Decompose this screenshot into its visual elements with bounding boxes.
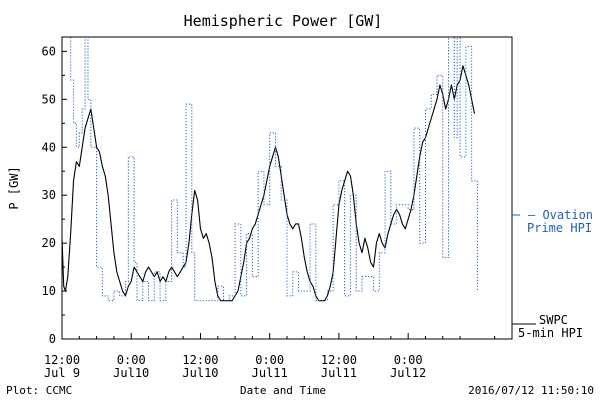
y-tick-label: 60	[42, 44, 56, 58]
x-tick-label-time: 0:00	[394, 353, 423, 367]
chart-title: Hemispheric Power [GW]	[184, 12, 383, 30]
legend-ovation-line2: Prime HPI	[527, 221, 592, 235]
y-axis: 0 10 20 30 40 50 60	[42, 44, 67, 346]
x-tick-label-date: Jul 9	[44, 366, 80, 380]
x-axis-label: Date and Time	[240, 384, 326, 397]
footer-timestamp: 2016/07/12 11:50:10	[468, 384, 594, 397]
footer-plot-credit: Plot: CCMC	[6, 384, 72, 397]
y-axis-label: P [GW]	[7, 166, 21, 209]
y-tick-label: 0	[49, 332, 56, 346]
y-tick-label: 10	[42, 284, 56, 298]
legend-ovation-line1: — Ovation	[528, 208, 593, 222]
legend-swpc-line1: SWPC	[539, 313, 568, 327]
x-tick-label-time: 0:00	[255, 353, 284, 367]
y-tick-label: 20	[42, 236, 56, 250]
y-tick-label: 30	[42, 188, 56, 202]
legend-swpc-line2: 5-min HPI	[518, 326, 583, 340]
x-tick-label-date: Jul10	[113, 366, 149, 380]
y-tick-label: 50	[42, 92, 56, 106]
x-tick-label-date: Jul10	[182, 366, 218, 380]
plot-frame	[61, 36, 513, 340]
x-tick-label-time: 12:00	[44, 353, 80, 367]
plot-series	[61, 36, 478, 302]
series-line-ovation-prime	[62, 36, 478, 302]
x-tick-label-time: 12:00	[321, 353, 357, 367]
y-tick-label: 40	[42, 140, 56, 154]
x-tick-label-time: 0:00	[117, 353, 146, 367]
x-tick-label-date: Jul11	[321, 366, 357, 380]
series-line-swpc	[61, 65, 476, 302]
x-tick-label-date: Jul11	[252, 366, 288, 380]
x-tick-label-date: Jul12	[390, 366, 426, 380]
x-tick-label-time: 12:00	[182, 353, 218, 367]
